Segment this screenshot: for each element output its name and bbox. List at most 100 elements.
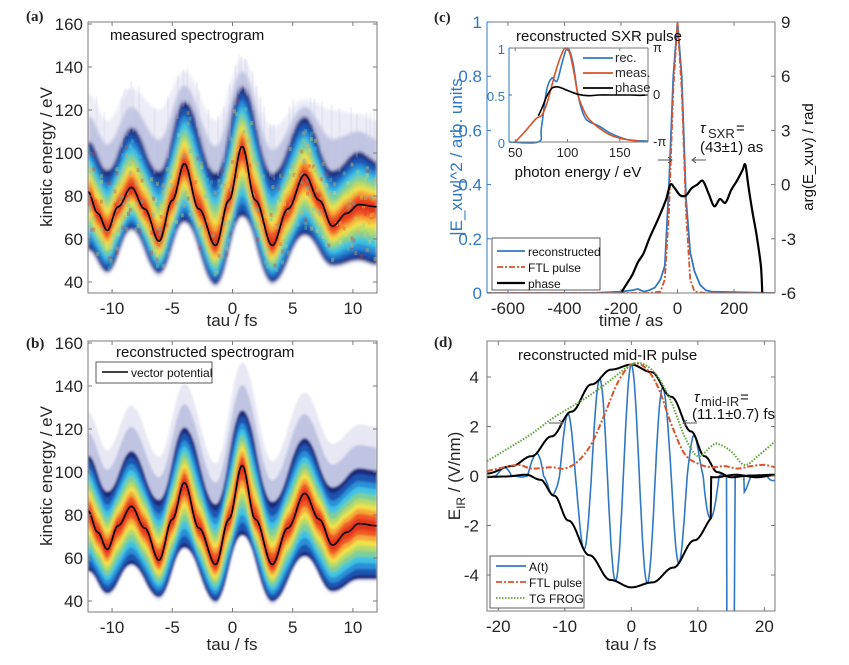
noise-speckle — [250, 121, 254, 126]
noise-streak — [217, 115, 220, 176]
noise-speckle — [152, 237, 156, 242]
noise-speckle — [109, 249, 113, 254]
noise-streak — [263, 105, 266, 156]
noise-streak — [288, 106, 291, 146]
noise-speckle — [184, 190, 188, 195]
noise-speckle — [200, 161, 204, 166]
legend-label-vector-potential: vector potential — [131, 366, 212, 380]
noise-speckle — [128, 144, 132, 149]
y-tick-label: 6 — [781, 67, 790, 86]
tau-subscript-c: SXR — [708, 126, 735, 141]
noise-speckle — [244, 107, 248, 112]
noise-speckle — [119, 196, 123, 201]
noise-streak — [153, 107, 156, 175]
noise-speckle — [348, 236, 352, 241]
noise-speckle — [367, 239, 371, 244]
y-tick-label: 0 — [473, 284, 482, 303]
noise-speckle — [219, 220, 223, 225]
noise-speckle — [117, 214, 121, 219]
title-d: reconstructed mid-IR pulse — [518, 347, 697, 364]
inset-xlabel: photon energy / eV — [515, 164, 642, 181]
noise-speckle — [365, 248, 369, 253]
noise-speckle — [113, 198, 117, 203]
noise-speckle — [165, 167, 169, 172]
noise-streak — [120, 97, 123, 148]
xlabel-c: time / as — [599, 311, 663, 330]
noise-speckle — [365, 173, 369, 178]
noise-speckle — [155, 264, 159, 269]
noise-streak — [373, 112, 376, 157]
noise-speckle — [371, 195, 375, 200]
noise-speckle — [219, 257, 223, 262]
noise-speckle — [354, 251, 358, 256]
noise-speckle — [196, 156, 200, 161]
noise-speckle — [348, 198, 352, 203]
legend-label-reconstructed: reconstructed — [528, 245, 601, 259]
noise-speckle — [92, 216, 96, 221]
panel-label-d: (d) — [434, 335, 452, 351]
noise-speckle — [115, 167, 119, 172]
y-tick-label: 1 — [473, 13, 482, 32]
noise-streak — [259, 99, 262, 146]
noise-speckle — [296, 222, 300, 227]
noise-speckle — [273, 263, 277, 268]
ticks-c: -600 -400 -200 0 200 0 0.2 0.4 0.6 0.8 1 -6 -3 0 3 6 9 — [458, 13, 796, 318]
noise-speckle — [161, 183, 165, 188]
noise-streak — [103, 111, 106, 168]
noise-speckle — [365, 166, 369, 171]
y2label-c-text: arg(E_xuv) / rad — [800, 103, 817, 211]
noise-speckle — [232, 213, 236, 218]
noise-speckle — [308, 150, 312, 155]
noise-speckle — [265, 264, 269, 269]
noise-speckle — [369, 213, 373, 218]
noise-speckle — [338, 240, 342, 245]
ylabel-d-main: E — [445, 509, 464, 520]
noise-speckle — [136, 223, 140, 228]
noise-streak — [255, 86, 258, 130]
noise-speckle — [281, 249, 285, 254]
inset-sxr-spectrum: 50 100 150 0 0.5 1 -π 0 π reconstructed SXR puls… — [487, 28, 682, 181]
noise-speckle — [161, 264, 165, 269]
noise-speckle — [354, 188, 358, 193]
noise-speckle — [369, 232, 373, 237]
y-tick-label: 80 — [64, 187, 83, 206]
noise-speckle — [88, 202, 92, 207]
panel-c-sxr-pulse: -600 -400 -200 0 200 0 0.2 0.4 0.6 0.8 1 -6 -3 0 3 6 9 5… — [447, 13, 817, 330]
noise-speckle — [204, 235, 208, 240]
noise-speckle — [227, 214, 231, 219]
noise-speckle — [157, 240, 161, 245]
noise-speckle — [236, 147, 240, 152]
noise-speckle — [248, 163, 252, 168]
ticks-b: -10 -5 0 5 10 40 60 80 100 120 140 160 — [55, 334, 377, 637]
noise-speckle — [190, 207, 194, 212]
noise-speckle — [286, 209, 290, 214]
noise-speckle — [229, 136, 233, 141]
noise-streak — [176, 75, 179, 119]
y-tick-label: 100 — [55, 144, 83, 163]
noise-speckle — [354, 216, 358, 221]
noise-speckle — [304, 218, 308, 223]
noise-speckle — [94, 199, 98, 204]
noise-speckle — [313, 166, 317, 171]
noise-streak — [244, 58, 247, 94]
arrow-left-c — [658, 156, 673, 164]
noise-speckle — [279, 173, 283, 178]
x-tick-label: 10 — [343, 299, 362, 318]
plot-lines-d — [487, 361, 775, 611]
noise-speckle — [117, 232, 121, 237]
inset-series-phase — [537, 85, 649, 117]
noise-speckle — [338, 221, 342, 226]
noise-speckle — [229, 190, 233, 195]
vector-potential-curve — [88, 145, 377, 247]
noise-speckle — [161, 190, 165, 195]
noise-speckle — [254, 221, 258, 226]
noise-streak — [245, 60, 248, 96]
noise-speckle — [371, 187, 375, 192]
inset-y2-tick-label: π — [653, 40, 662, 55]
noise-speckle — [165, 223, 169, 228]
noise-speckle — [105, 246, 109, 251]
noise-streak — [330, 104, 333, 172]
noise-speckle — [134, 201, 138, 206]
noise-speckle — [229, 231, 233, 236]
